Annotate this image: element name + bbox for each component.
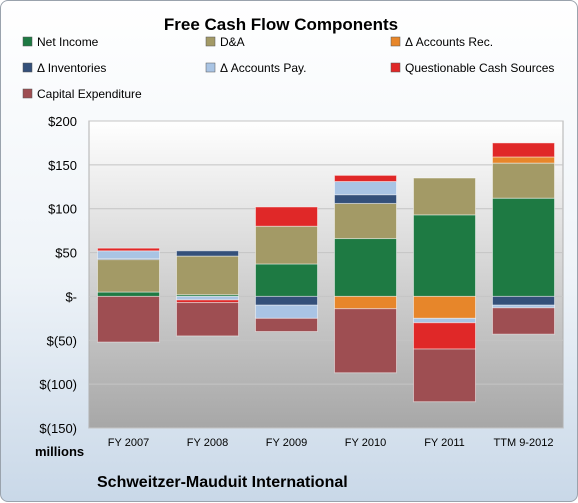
bar-inventories — [176, 250, 239, 257]
y-tick-label: $100 — [48, 202, 77, 217]
legend-label: Net Income — [37, 35, 99, 49]
bar-accounts-rec — [334, 295, 397, 310]
bar-inventories — [255, 295, 318, 306]
bar-inventories — [492, 295, 555, 306]
y-tick-label: $200 — [48, 114, 77, 129]
bar-capital-expenditure — [413, 348, 476, 403]
x-tick-label: FY 2007 — [108, 437, 149, 449]
bar-d-a — [97, 259, 160, 293]
bar-net-income — [255, 263, 318, 297]
bar-d-a — [255, 225, 318, 265]
bar-d-a — [176, 255, 239, 296]
bar-capital-expenditure — [97, 295, 160, 343]
legend-swatch-d-a — [205, 36, 216, 47]
x-tick-label: FY 2011 — [424, 437, 465, 449]
plot-area — [88, 120, 564, 429]
bar-capital-expenditure — [492, 307, 555, 335]
y-tick-label: $(50) — [47, 333, 77, 348]
legend-label: Δ Inventories — [37, 61, 106, 75]
legend-swatch-accounts-pay — [205, 62, 216, 73]
bar-questionable-cash-sources — [413, 322, 476, 350]
bar-net-income — [97, 291, 160, 297]
legend-label: Capital Expenditure — [37, 87, 142, 101]
bar-accounts-pay — [176, 295, 239, 301]
chart-title: Free Cash Flow Components — [164, 15, 398, 34]
bar-capital-expenditure — [334, 308, 397, 374]
x-tick-label: FY 2010 — [345, 437, 386, 449]
bar-questionable-cash-sources — [255, 206, 318, 227]
legend-swatch-accounts-rec — [390, 36, 401, 47]
bar-net-income — [492, 197, 555, 297]
y-tick-label: $50 — [55, 246, 77, 261]
bar-questionable-cash-sources — [334, 174, 397, 183]
bar-inventories — [334, 194, 397, 204]
legend-swatch-capital-expenditure — [22, 88, 33, 99]
bar-net-income — [334, 238, 397, 297]
x-tick-label: TTM 9-2012 — [494, 437, 554, 449]
legend-swatch-inventories — [22, 62, 33, 73]
bar-questionable-cash-sources — [492, 142, 555, 158]
bars — [97, 142, 555, 403]
y-tick-label: $150 — [48, 158, 77, 173]
y-tick-label: $(150) — [39, 421, 77, 436]
x-tick-label: FY 2008 — [187, 437, 228, 449]
legend-label: D&A — [220, 35, 245, 49]
legend-swatch-net-income — [22, 36, 33, 47]
legend: Net Income D&A Δ Accounts Rec. Δ Inventorie… — [22, 35, 554, 101]
legend-label: Δ Accounts Rec. — [405, 35, 493, 49]
y-tick-label: $(100) — [39, 377, 77, 392]
bar-capital-expenditure — [176, 302, 239, 337]
bar-accounts-rec — [492, 156, 555, 164]
bar-accounts-pay — [413, 317, 476, 324]
x-axis-ticks: FY 2007 FY 2008 FY 2009 FY 2010 FY 2011 TTM 9… — [108, 437, 554, 449]
bar-net-income — [413, 214, 476, 297]
bar-accounts-pay — [255, 304, 318, 319]
x-tick-label: FY 2009 — [266, 437, 307, 449]
bar-accounts-rec — [413, 295, 476, 319]
legend-label: Questionable Cash Sources — [405, 61, 554, 75]
legend-label: Δ Accounts Pay. — [220, 61, 307, 75]
y-tick-label: $- — [65, 289, 77, 304]
y-axis-ticks: $200 $150 $100 $50 $- $(50) $(100) $(150) — [39, 114, 77, 436]
bar-questionable-cash-sources — [97, 247, 160, 252]
units-label: millions — [35, 444, 84, 459]
bar-d-a — [413, 177, 476, 216]
bar-accounts-pay — [334, 181, 397, 196]
legend-swatch-questionable-cash-sources — [390, 62, 401, 73]
gridlines — [89, 120, 563, 429]
bar-d-a — [492, 162, 555, 199]
bar-capital-expenditure — [255, 317, 318, 333]
bar-d-a — [334, 202, 397, 240]
bar-accounts-pay — [97, 250, 160, 260]
company-label: Schweitzer-Mauduit International — [97, 474, 348, 491]
